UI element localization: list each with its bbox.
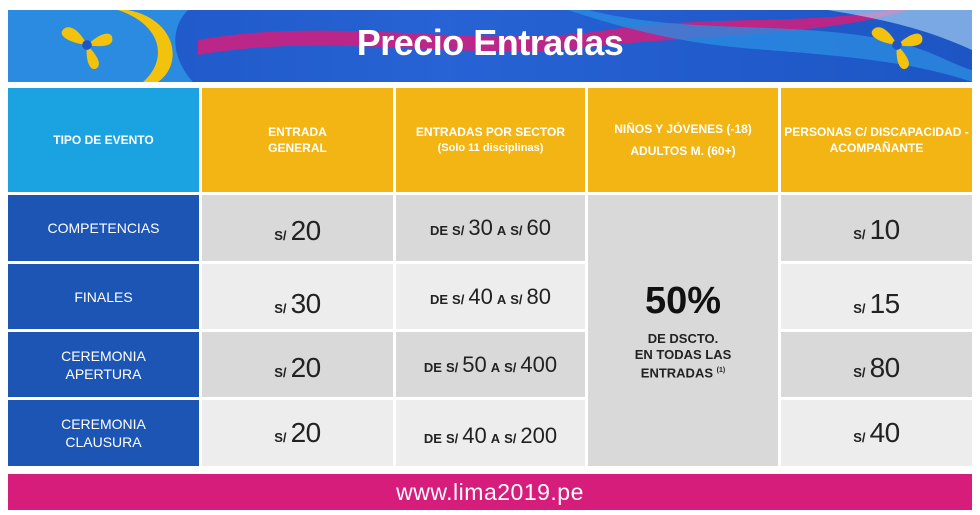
currency-label: S/ [274, 364, 287, 380]
word-de: DE [429, 291, 449, 307]
header-sector-entry: ENTRADAS POR SECTOR (Solo 11 disciplinas… [396, 88, 585, 192]
currency-label: S/ [452, 291, 465, 307]
currency-label: S/ [853, 227, 866, 242]
price-to: 200 [520, 423, 558, 448]
price-value: 20 [290, 351, 322, 383]
discount-footnote: (1) [716, 366, 726, 374]
currency-label: S/ [510, 223, 523, 238]
header-event-type-label: TIPO DE EVENTO [53, 133, 154, 147]
price-from: 50 [462, 351, 487, 377]
disability-price-cell: S/40 [781, 400, 972, 466]
discount-cell: 50% DE DSCTO. EN TODAS LAS ENTRADAS (1) [588, 195, 778, 466]
header-event-type: TIPO DE EVENTO [8, 88, 199, 192]
currency-label: S/ [853, 300, 866, 316]
discount-line3-wrapper: ENTRADAS (1) [641, 363, 725, 381]
row-label-line1: CEREMONIA [61, 416, 146, 432]
page-title: Precio Entradas [356, 22, 624, 63]
word-a: A [490, 431, 501, 446]
row-label-line2: APERTURA [65, 365, 142, 382]
general-price-cell: S/20 [202, 400, 393, 466]
header-disability-line2: ACOMPAÑANTE [829, 141, 924, 155]
price-value: 10 [869, 214, 901, 245]
price-value: 40 [869, 417, 901, 448]
row-label-finales: FINALES [8, 264, 199, 329]
price-to: 80 [526, 283, 551, 309]
currency-label: S/ [504, 359, 517, 375]
word-de: DE [423, 359, 442, 375]
discount-line3: ENTRADAS [640, 365, 714, 381]
sector-price-cell: DE S/50 A S/400 [396, 332, 585, 397]
word-a: A [496, 223, 507, 238]
header-sector-line1: ENTRADAS POR SECTOR [415, 125, 566, 139]
header-general-line2: GENERAL [268, 141, 327, 155]
price-from: 40 [468, 283, 493, 309]
disability-price-cell: S/10 [781, 195, 972, 261]
footer-bar: www.lima2019.pe [8, 474, 972, 510]
discount-line1: DE DSCTO. [647, 330, 719, 346]
currency-label: S/ [452, 223, 465, 238]
row-label-line2: CLAUSURA [65, 434, 142, 450]
price-value: 30 [290, 287, 322, 319]
price-from: 40 [462, 423, 487, 448]
currency-label: S/ [853, 430, 866, 445]
general-price-cell: S/20 [202, 332, 393, 397]
word-a: A [490, 359, 501, 375]
lima2019-logo-icon [871, 27, 923, 70]
currency-label: S/ [504, 431, 517, 446]
price-to: 60 [526, 215, 551, 240]
general-price-cell: S/20 [202, 195, 393, 261]
header-youth-line2: ADULTOS M. (60+) [630, 144, 736, 158]
disability-price-cell: S/80 [781, 332, 972, 397]
sector-price-cell: DE S/30 A S/60 [396, 195, 585, 261]
price-to: 400 [520, 351, 558, 377]
discount-line2: EN TODAS LAS [634, 346, 732, 362]
word-a: A [496, 291, 507, 307]
word-de: DE [423, 431, 442, 446]
currency-label: S/ [274, 228, 287, 243]
currency-label: S/ [853, 364, 866, 380]
price-value: 20 [290, 215, 322, 246]
word-de: DE [429, 223, 449, 238]
row-label-ceremonia-clausura: CEREMONIA CLAUSURA [8, 400, 199, 466]
row-label-text: COMPETENCIAS [47, 220, 160, 236]
header-general-entry: ENTRADA GENERAL [202, 88, 393, 192]
general-price-cell: S/30 [202, 264, 393, 329]
header-youth-line1: NIÑOS Y JÓVENES (-18) [614, 122, 752, 136]
currency-label: S/ [274, 300, 287, 316]
header-general-line1: ENTRADA [268, 125, 327, 139]
disability-price-cell: S/15 [781, 264, 972, 329]
row-label-ceremonia-apertura: CEREMONIA APERTURA [8, 332, 199, 397]
row-label-text: FINALES [74, 288, 133, 305]
row-label-competencias: COMPETENCIAS [8, 195, 199, 261]
price-from: 30 [468, 215, 493, 240]
header-banner: Precio Entradas [8, 10, 972, 82]
price-value: 15 [869, 287, 901, 319]
header-youth-seniors: NIÑOS Y JÓVENES (-18) ADULTOS M. (60+) [588, 88, 778, 192]
header-disability-line1: PERSONAS C/ DISCAPACIDAD - [784, 125, 969, 139]
lima2019-logo-icon [61, 27, 113, 70]
currency-label: S/ [274, 430, 287, 445]
price-value: 20 [290, 417, 322, 448]
sector-price-cell: DE S/40 A S/200 [396, 400, 585, 466]
header-disability: PERSONAS C/ DISCAPACIDAD - ACOMPAÑANTE [781, 88, 972, 192]
sector-price-cell: DE S/40 A S/80 [396, 264, 585, 329]
currency-label: S/ [445, 359, 459, 375]
header-sector-line2: (Solo 11 disciplinas) [437, 142, 544, 154]
price-value: 80 [869, 351, 901, 383]
website-link[interactable]: www.lima2019.pe [396, 478, 584, 505]
currency-label: S/ [445, 431, 459, 446]
currency-label: S/ [510, 291, 523, 307]
row-label-line1: CEREMONIA [61, 347, 146, 364]
discount-percent: 50% [644, 279, 722, 322]
